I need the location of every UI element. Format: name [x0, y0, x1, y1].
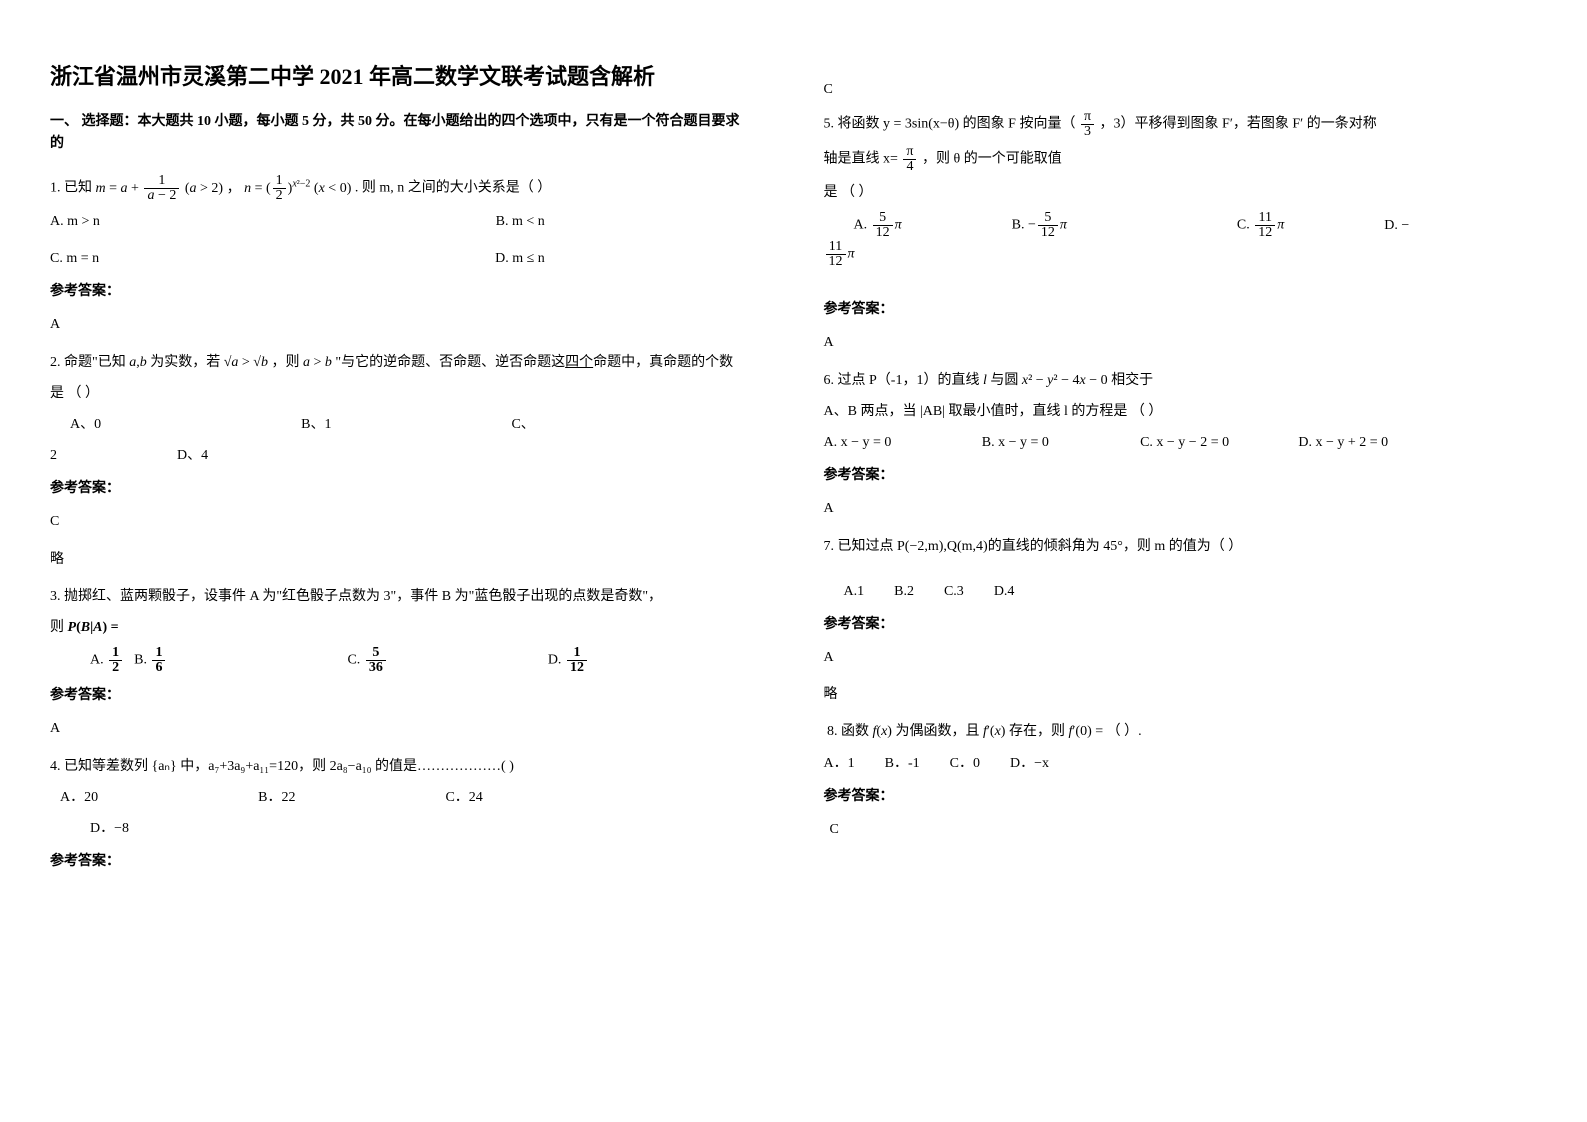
q1-optD: D. m ≤ n: [495, 246, 545, 271]
q6-opts: A. x − y = 0 B. x − y = 0 C. x − y − 2 =…: [824, 430, 1457, 455]
q7-optB: B.2: [894, 579, 914, 604]
answer-label: 参考答案：: [824, 463, 1528, 488]
q8-answer: C: [830, 817, 1528, 842]
q4-optC: C．24: [445, 785, 482, 810]
q5-optD-label: D. −: [1384, 213, 1409, 238]
question-8: 8. 函数 f(x) 为偶函数，且 f′(x) 存在，则 f′(0) = （ ）…: [824, 719, 1528, 842]
q8-opts: A．1 B．-1 C．0 D．−x: [824, 751, 1528, 776]
q4-optA: A．20: [60, 785, 98, 810]
q6-optA: A. x − y = 0: [824, 430, 962, 455]
answer-label: 参考答案：: [824, 612, 1528, 637]
answer-label: 参考答案：: [824, 297, 1528, 322]
q5-optA: A. 512π: [854, 211, 902, 240]
q5-optD-cont: 1112π: [824, 240, 1528, 269]
question-4: 4. 已知等差数列 {aₙ} 中，a₇+3a₉+a₁₁=120，则 2a₈−a₁…: [50, 754, 744, 875]
q5-f2n: π: [903, 145, 916, 160]
q4-answer: C: [824, 82, 1528, 98]
q2-opts: A、0 B、1 C、: [50, 412, 674, 437]
answer-label: 参考答案：: [50, 476, 744, 501]
q8-optB: B．-1: [885, 751, 920, 776]
q6-stem: 6. 过点 P（-1，1）的直线 l 与圆 x² − y² − 4x − 0 相…: [824, 368, 1528, 393]
q8-optD: D．−x: [1010, 751, 1049, 776]
q1-answer: A: [50, 312, 744, 337]
q3-optB: B. 16: [134, 646, 167, 675]
q6-optB: B. x − y = 0: [982, 430, 1120, 455]
q5-stem-line2: 轴是直线 x= π4 ，则 θ 的一个可能取值: [824, 145, 1528, 174]
q1-opts-row2: C. m = n D. m ≤ n: [50, 246, 605, 271]
q1-suffix: . 则 m, n 之间的大小关系是（ ）: [355, 181, 551, 196]
q3-answer: A: [50, 716, 744, 741]
q7-note: 略: [824, 682, 1528, 707]
q7-answer: A: [824, 645, 1528, 670]
q7-optA: A.1: [844, 579, 865, 604]
question-2: 2. 命题"已知 a,b 为实数，若 √a > √b ，则 a > b "与它的…: [50, 350, 744, 572]
q5-s4: ，则 θ 的一个可能取值: [922, 152, 1062, 167]
answer-label: 参考答案：: [50, 683, 744, 708]
q2-answer: C: [50, 509, 744, 534]
answer-label: 参考答案：: [824, 784, 1528, 809]
q3-optC: C. 536: [347, 646, 387, 675]
q5-stem-line1: 5. 将函数 y = 3sin(x−θ) 的图象 F 按向量（ π3 ，3）平移…: [824, 110, 1528, 139]
q7-optC: C.3: [944, 579, 964, 604]
q5-f1n: π: [1081, 110, 1094, 125]
q7-opts: A.1 B.2 C.3 D.4: [844, 579, 1528, 604]
q4-opts: A．20 B．22 C．24: [50, 785, 639, 810]
q1-opts-row1: A. m > n B. m < n: [50, 209, 605, 234]
q2-optC-label: C、: [511, 412, 534, 437]
q1-optC: C. m = n: [50, 246, 99, 271]
q6-optD: D. x − y + 2 = 0: [1298, 430, 1436, 455]
exam-title: 浙江省温州市灵溪第二中学 2021 年高二数学文联考试题含解析: [50, 60, 744, 93]
question-7: 7. 已知过点 P(−2,m),Q(m,4)的直线的倾斜角为 45°，则 m 的…: [824, 534, 1528, 708]
question-6: 6. 过点 P（-1，1）的直线 l 与圆 x² − y² − 4x − 0 相…: [824, 368, 1528, 522]
exam-page: 浙江省温州市灵溪第二中学 2021 年高二数学文联考试题含解析 一、 选择题：本…: [0, 0, 1587, 1122]
q5-stem-line3: 是 （ ）: [824, 180, 1528, 205]
left-column: 浙江省温州市灵溪第二中学 2021 年高二数学文联考试题含解析 一、 选择题：本…: [0, 0, 794, 1122]
q5-optB: B. −512π: [1012, 211, 1067, 240]
q7-optD: D.4: [994, 579, 1015, 604]
q6-stem2: A、B 两点，当 |AB| 取最小值时，直线 l 的方程是 （ ）: [824, 399, 1528, 424]
q5-answer: A: [824, 330, 1528, 355]
q8-stem: 8. 函数 f(x) 为偶函数，且 f′(x) 存在，则 f′(0) = （ ）…: [824, 719, 1528, 744]
q5-opts: A. 512π B. −512π C. 1112π D. −: [824, 211, 1528, 240]
answer-label: 参考答案：: [50, 279, 744, 304]
q3-optD: D. 112: [548, 646, 589, 675]
q2-note: 略: [50, 547, 744, 572]
q4-optB: B．22: [258, 785, 295, 810]
q1-optB: B. m < n: [496, 209, 545, 234]
question-3: 3. 抛掷红、蓝两颗骰子，设事件 A 为"红色骰子点数为 3"，事件 B 为"蓝…: [50, 584, 744, 742]
q2-optB: B、1: [301, 412, 331, 437]
q2-stem2: 是 （ ）: [50, 381, 744, 406]
answer-label: 参考答案：: [50, 849, 744, 874]
q4-optD: D．−8: [90, 816, 744, 841]
q8-optC: C．0: [950, 751, 980, 776]
q5-s2: ，3）平移得到图象 F′，若图象 F′ 的一条对称: [1100, 117, 1377, 132]
right-column: C 5. 将函数 y = 3sin(x−θ) 的图象 F 按向量（ π3 ，3）…: [794, 0, 1587, 1122]
q1-formula: m = a + 1a − 2 (a > 2) ， n = (12)x²−2 (x…: [96, 181, 355, 196]
q1-prefix: 1. 已知: [50, 181, 92, 196]
q8-optA: A．1: [824, 751, 855, 776]
question-5: 5. 将函数 y = 3sin(x−θ) 的图象 F 按向量（ π3 ，3）平移…: [824, 110, 1528, 356]
q2-optA: A、0: [70, 412, 101, 437]
q2-optD: D、4: [177, 443, 208, 468]
q5-s1: 5. 将函数 y = 3sin(x−θ) 的图象 F 按向量（: [824, 117, 1076, 132]
q6-answer: A: [824, 496, 1528, 521]
q5-f2d: 4: [903, 160, 916, 174]
q5-f1d: 3: [1081, 125, 1094, 139]
q7-stem: 7. 已知过点 P(−2,m),Q(m,4)的直线的倾斜角为 45°，则 m 的…: [824, 534, 1528, 559]
q1-stem: 1. 已知 m = a + 1a − 2 (a > 2) ， n = (12)x…: [50, 174, 744, 203]
q2-optC-val: 2: [50, 443, 57, 468]
q1-optA: A. m > n: [50, 209, 100, 234]
q3-stem: 3. 抛掷红、蓝两颗骰子，设事件 A 为"红色骰子点数为 3"，事件 B 为"蓝…: [50, 584, 744, 609]
q3-stem2: 则 P(B|A) =: [50, 615, 744, 640]
q2-stem: 2. 命题"已知 a,b 为实数，若 √a > √b ，则 a > b "与它的…: [50, 350, 744, 375]
q5-optC: C. 1112π: [1237, 211, 1284, 240]
q4-stem: 4. 已知等差数列 {aₙ} 中，a₇+3a₉+a₁₁=120，则 2a₈−a₁…: [50, 754, 744, 779]
q5-s3: 轴是直线 x=: [824, 152, 898, 167]
section-heading: 一、 选择题：本大题共 10 小题，每小题 5 分，共 50 分。在每小题给出的…: [50, 111, 744, 156]
q2-opts-row2: 2 D、4: [50, 443, 744, 468]
q6-optC: C. x − y − 2 = 0: [1140, 430, 1278, 455]
q3-optA: A. 12: [90, 646, 124, 675]
q3-opts: A. 12 B. 16 C. 536 D. 112: [50, 646, 744, 675]
question-1: 1. 已知 m = a + 1a − 2 (a > 2) ， n = (12)x…: [50, 174, 744, 338]
